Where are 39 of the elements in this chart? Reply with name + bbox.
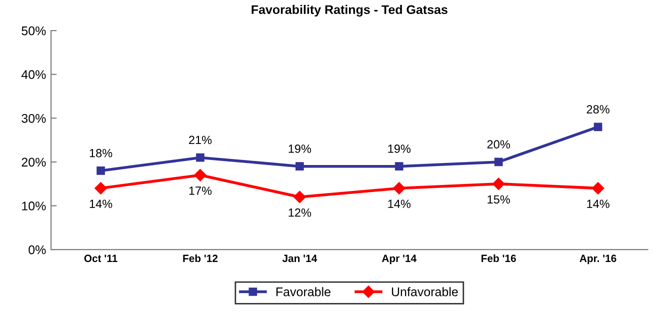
data-label: 21% [189,136,212,144]
data-label: 18% [90,148,112,158]
x-tick-label: Feb '16 [482,254,516,262]
y-tick-label: 20% [22,158,46,167]
x-tick-label: Apr '14 [382,254,417,264]
point [294,190,306,204]
chart-title: Favorability Ratings - Ted Gatsas [252,4,448,17]
point [196,153,204,162]
point [194,169,206,182]
data-label: 20% [487,140,510,149]
point [494,158,503,166]
y-tick-label: 50% [22,26,46,36]
legend-label: Favorable [276,287,330,296]
data-label: 14% [90,200,112,208]
point [393,182,406,194]
data-label: 19% [288,144,312,153]
data-label: 14% [587,200,610,208]
y-tick-label: 0% [28,245,46,254]
data-label: 19% [388,144,411,153]
x-tick-label: Jan '14 [282,254,318,262]
y-tick-label: 30% [22,114,46,123]
y-tick-label: 10% [22,202,46,210]
point [492,178,505,190]
point [592,182,604,194]
data-label: 28% [586,105,610,114]
data-label: 17% [189,186,212,195]
point [394,162,404,171]
point [594,122,602,132]
legend-label: Unfavorable [392,287,458,296]
x-tick-label: Oct '11 [84,254,118,262]
x-tick-label: Apr. '16 [580,254,616,264]
point [96,166,105,175]
data-label: 15% [488,195,510,204]
y-tick-label: 40% [21,70,46,80]
data-label: 12% [288,208,312,217]
x-tick-label: Feb '12 [183,254,218,262]
point [296,162,304,171]
data-label: 14% [388,200,411,208]
point [94,182,107,194]
